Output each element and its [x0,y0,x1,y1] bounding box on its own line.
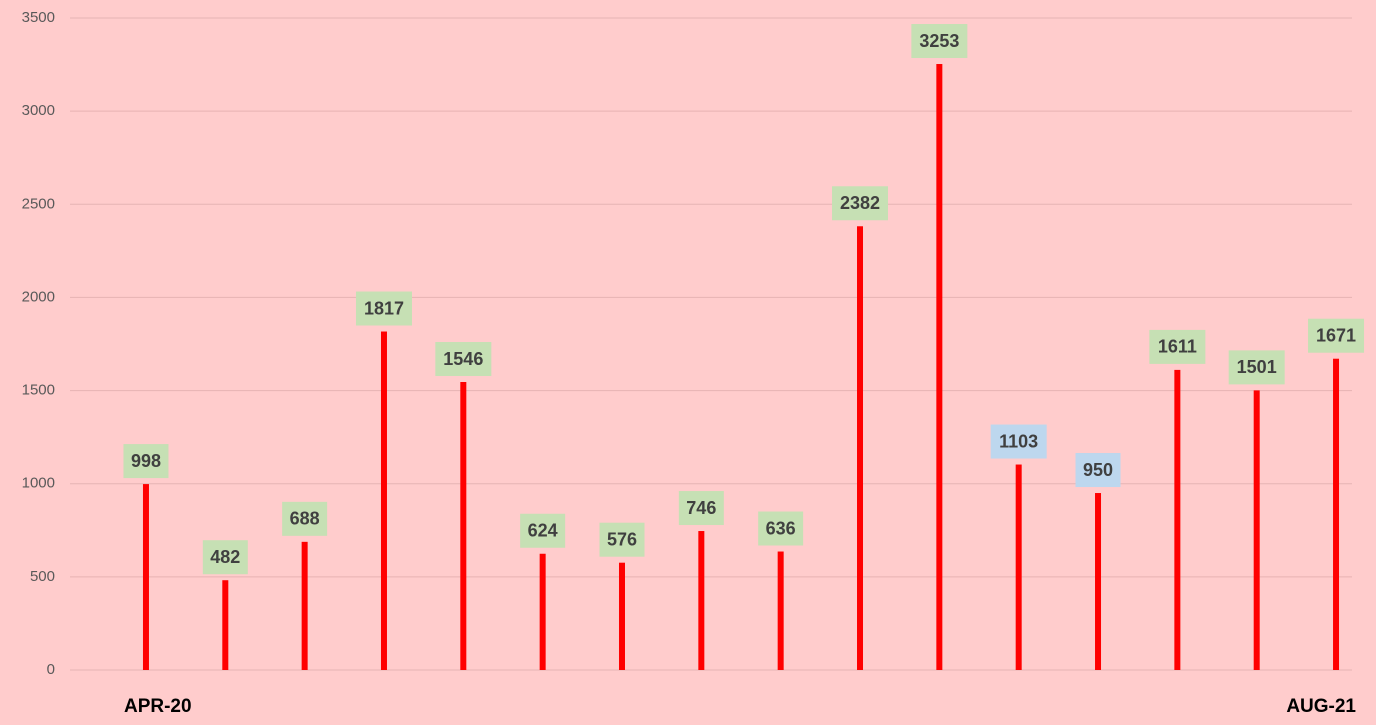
data-label-box [758,511,804,546]
bar [301,541,308,670]
data-label: 624 [528,521,558,541]
data-label-box [202,540,248,575]
bar [380,331,387,670]
bar [460,382,467,670]
bar [1015,464,1022,670]
y-tick-label: 1500 [22,382,55,399]
data-label: 1611 [1158,337,1197,357]
bar [618,562,625,670]
data-label-box [435,342,492,377]
x-tick-label: AUG-21 [1286,696,1356,717]
bar [142,484,149,670]
bar [1253,390,1260,670]
bar [1174,369,1181,670]
data-label: 3253 [919,31,959,51]
x-tick-label: APR-20 [124,696,192,717]
y-tick-label: 3000 [22,102,55,119]
data-label-box [1308,318,1365,353]
data-label-box [282,501,328,536]
data-label-box [990,424,1047,459]
data-label: 1671 [1316,325,1356,345]
data-label-box [599,522,645,557]
y-tick-label: 2000 [22,288,55,305]
bar [222,580,229,670]
data-label-box [355,291,412,326]
data-label: 1103 [999,431,1038,451]
data-label: 998 [131,451,161,471]
y-tick-label: 500 [30,568,55,585]
data-label: 746 [686,498,716,518]
y-tick-label: 2500 [22,195,55,212]
y-tick-label: 3500 [22,9,55,26]
data-label: 688 [290,509,320,529]
data-label: 2382 [840,193,880,213]
bar [857,226,864,670]
bar [539,553,546,670]
data-label-box [832,186,889,221]
data-label-box [1228,350,1285,385]
data-label-box [520,513,566,548]
data-label-box [123,444,169,479]
data-label-box [678,491,724,526]
data-label: 1817 [364,298,404,318]
bar [1333,358,1340,670]
data-label: 636 [766,518,796,538]
data-label-box [1149,329,1206,364]
bar [777,551,784,670]
data-label: 950 [1083,460,1113,480]
data-label: 1501 [1237,357,1277,377]
bar [698,531,705,670]
data-label-box [1075,453,1121,488]
data-label: 482 [210,547,240,567]
data-label: 1546 [443,349,483,369]
bar [1095,493,1102,670]
bar [936,64,943,670]
data-label: 576 [607,529,637,549]
data-label-box [911,24,968,59]
y-tick-label: 1000 [22,475,55,492]
y-tick-label: 0 [47,661,55,678]
